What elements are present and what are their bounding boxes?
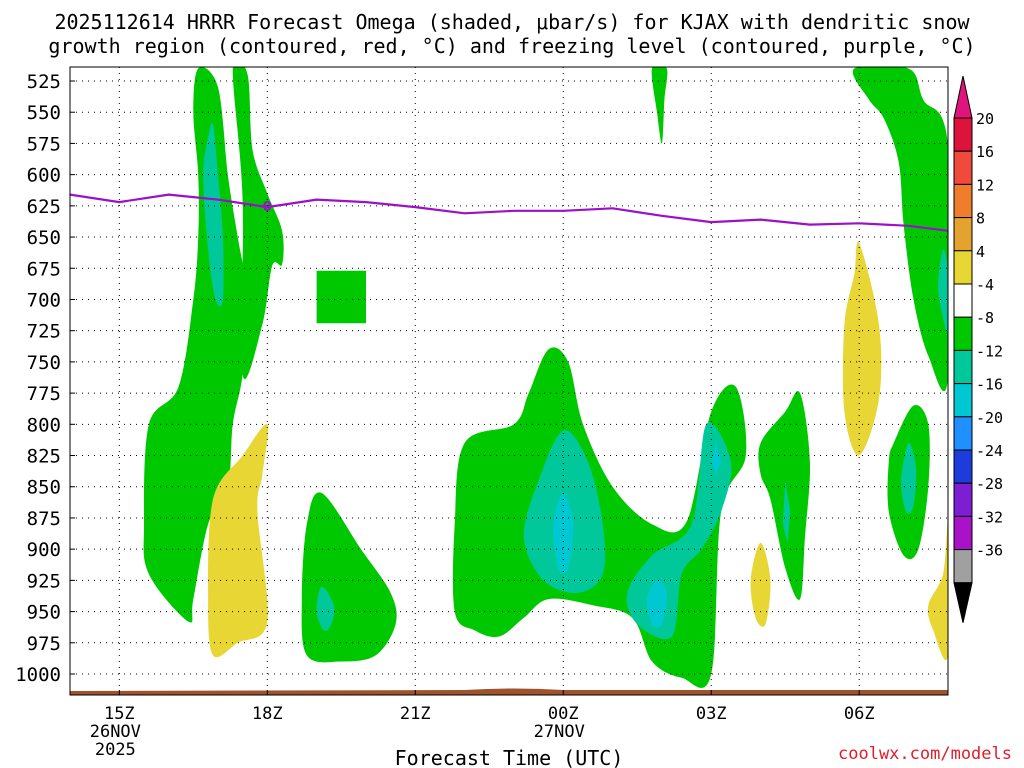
y-tick-label: 825 bbox=[27, 446, 61, 468]
omega-region-2 bbox=[203, 122, 224, 307]
x-tick-label: 06Z bbox=[844, 704, 875, 724]
colorbar-swatch bbox=[953, 383, 973, 418]
colorbar-swatch bbox=[953, 150, 973, 185]
colorbar-label: -12 bbox=[976, 342, 1003, 360]
y-tick-label: 700 bbox=[27, 289, 61, 311]
y-tick-label: 575 bbox=[27, 133, 61, 155]
omega-region-19 bbox=[208, 424, 269, 658]
x-tick-sublabel: 2025 bbox=[95, 740, 136, 760]
freezing-level-label: 0 bbox=[263, 200, 272, 215]
colorbar-label: -36 bbox=[976, 542, 1003, 560]
terrain-band bbox=[70, 688, 948, 695]
colorbar-label: -4 bbox=[976, 276, 994, 294]
omega-region-17 bbox=[852, 67, 948, 392]
chart-title-line-1: 2025112614 HRRR Forecast Omega (shaded, … bbox=[54, 10, 970, 34]
omega-region-1 bbox=[232, 67, 284, 379]
x-axis-label: Forecast Time (UTC) bbox=[395, 746, 624, 768]
y-tick-label: 650 bbox=[27, 227, 61, 249]
colorbar-swatch bbox=[953, 183, 973, 219]
colorbar-swatch bbox=[953, 250, 973, 285]
x-tick-label: 15Z bbox=[104, 704, 135, 724]
omega-region-8 bbox=[553, 493, 574, 574]
colorbar-label: -28 bbox=[976, 475, 1003, 493]
omega-region-5 bbox=[316, 586, 335, 631]
y-tick-label: 800 bbox=[27, 414, 61, 436]
y-tick-label: 550 bbox=[27, 102, 61, 124]
omega-region-20 bbox=[842, 241, 882, 456]
y-tick-label: 1000 bbox=[15, 664, 61, 686]
chart-title-line-2: growth region (contoured, red, °C) and f… bbox=[48, 34, 976, 58]
x-tick-sublabel: 27NOV bbox=[534, 722, 585, 742]
y-tick-label: 950 bbox=[27, 602, 61, 624]
omega-region-3 bbox=[316, 270, 366, 324]
x-tick-label: 03Z bbox=[696, 704, 727, 724]
colorbar-label: 12 bbox=[976, 176, 994, 194]
freezing-level-line bbox=[70, 193, 948, 232]
colorbar-swatch bbox=[953, 449, 973, 484]
y-tick-label: 875 bbox=[27, 508, 61, 530]
colorbar-top-arrow bbox=[953, 75, 973, 119]
colorbar-swatch bbox=[953, 217, 973, 252]
x-tick-label: 18Z bbox=[252, 704, 283, 724]
y-tick-label: 900 bbox=[27, 539, 61, 561]
colorbar-label: -32 bbox=[976, 508, 1003, 526]
colorbar-bottom-arrow bbox=[953, 582, 973, 623]
colorbar-label: -24 bbox=[976, 442, 1003, 460]
colorbar-label: 20 bbox=[976, 110, 994, 128]
credit-text: coolwx.com/models bbox=[838, 744, 1012, 764]
colorbar-swatch bbox=[953, 549, 973, 584]
colorbar-label: -20 bbox=[976, 409, 1003, 427]
colorbar-label: 4 bbox=[976, 243, 985, 261]
omega-region-10 bbox=[646, 580, 667, 628]
colorbar-swatch bbox=[953, 316, 973, 351]
colorbar-swatch bbox=[953, 117, 973, 152]
omega-region-13 bbox=[782, 480, 791, 543]
colorbar-label: 16 bbox=[976, 143, 994, 161]
x-tick-label: 00Z bbox=[548, 704, 579, 724]
omega-region-16 bbox=[651, 67, 668, 144]
colorbar-swatch bbox=[953, 515, 973, 551]
omega-region-18 bbox=[938, 249, 948, 333]
y-tick-label: 525 bbox=[27, 71, 61, 93]
colorbar-swatch bbox=[953, 482, 973, 517]
omega-region-22 bbox=[927, 521, 948, 661]
y-tick-label: 850 bbox=[27, 477, 61, 499]
omega-region-15 bbox=[901, 442, 917, 514]
omega-region-21 bbox=[750, 542, 771, 627]
x-tick-sublabel: 26NOV bbox=[90, 722, 141, 742]
y-tick-label: 925 bbox=[27, 570, 61, 592]
omega-region-11 bbox=[711, 443, 722, 475]
colorbar-swatch bbox=[953, 349, 973, 385]
y-tick-label: 975 bbox=[27, 633, 61, 655]
y-tick-label: 750 bbox=[27, 352, 61, 374]
y-tick-label: 725 bbox=[27, 321, 61, 343]
colorbar-swatch bbox=[953, 416, 973, 451]
y-tick-label: 600 bbox=[27, 165, 61, 187]
x-tick-label: 21Z bbox=[400, 704, 431, 724]
colorbar-label: -16 bbox=[976, 376, 1003, 394]
omega-region-12 bbox=[758, 391, 811, 600]
plot-frame bbox=[69, 66, 949, 696]
colorbar-label: -8 bbox=[976, 309, 994, 327]
y-tick-label: 625 bbox=[27, 196, 61, 218]
colorbar-swatch bbox=[953, 283, 973, 318]
y-tick-label: 675 bbox=[27, 258, 61, 280]
y-tick-label: 775 bbox=[27, 383, 61, 405]
colorbar-label: 8 bbox=[976, 210, 985, 228]
